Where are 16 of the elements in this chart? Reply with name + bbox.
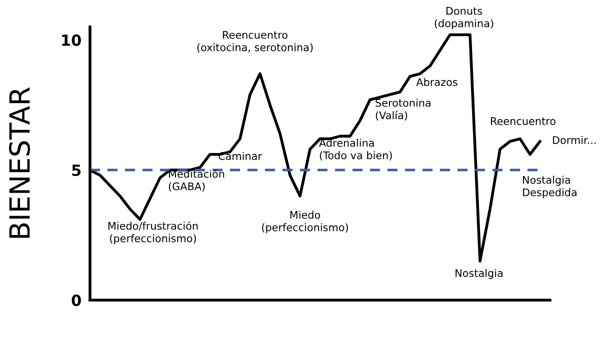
y-tick-label: 10 <box>62 34 81 46</box>
annotation: Nostalgia Despedida <box>523 176 576 198</box>
annotation: Reencuentro <box>491 117 556 126</box>
annotation: Serotonina (Valía) <box>376 98 430 120</box>
y-tick-label: 0 <box>72 294 81 306</box>
annotation: Donuts (dopamina) <box>434 7 494 30</box>
annotation: Abrazos <box>416 78 458 86</box>
annotation: Miedo/frustración (perfeccionismo) <box>108 221 198 244</box>
y-tick-label: 5 <box>72 164 81 176</box>
annotation: Nostalgia <box>456 268 502 280</box>
annotation: Reencuentro (oxitocina, serotonina) <box>197 31 313 52</box>
annotation: Miedo (perfeccionismo) <box>262 210 348 234</box>
annotation: Adrenalina (Todo va bien) <box>319 138 392 160</box>
annotation: Meditación (GABA) <box>168 169 224 192</box>
y-axis-title: BIENESTAR <box>9 87 30 238</box>
text: Dormir... <box>553 136 596 144</box>
